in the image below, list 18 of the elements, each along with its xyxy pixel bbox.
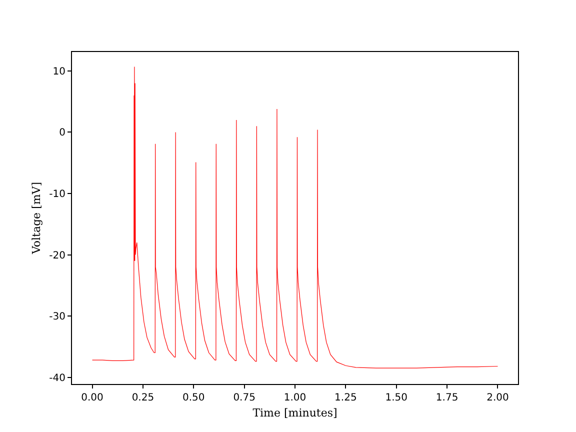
x-tick-label: 1.50 [385, 392, 408, 404]
y-tick-label: -40 [49, 372, 66, 384]
x-tick-label: 1.75 [436, 392, 458, 404]
x-tick-label: 1.00 [284, 392, 306, 404]
y-tick-label: 0 [59, 128, 66, 139]
y-tick-label: 10 [52, 66, 66, 78]
x-axis-title: Time [minutes] [252, 406, 338, 420]
x-tick-label: 0.25 [132, 392, 154, 404]
x-tick-label: 1.25 [334, 392, 357, 404]
y-tick-label: -20 [49, 250, 66, 262]
line-series [92, 66, 498, 368]
x-tick-label: 0.75 [233, 392, 256, 404]
y-tick-label: -10 [49, 189, 66, 200]
y-axis-title: Voltage [mV] [30, 182, 43, 256]
x-tick-label: 0.50 [182, 392, 205, 404]
y-tick-label: -30 [49, 312, 66, 323]
x-tick-label: 0.00 [81, 392, 104, 404]
x-tick-label: 2.00 [486, 392, 509, 404]
